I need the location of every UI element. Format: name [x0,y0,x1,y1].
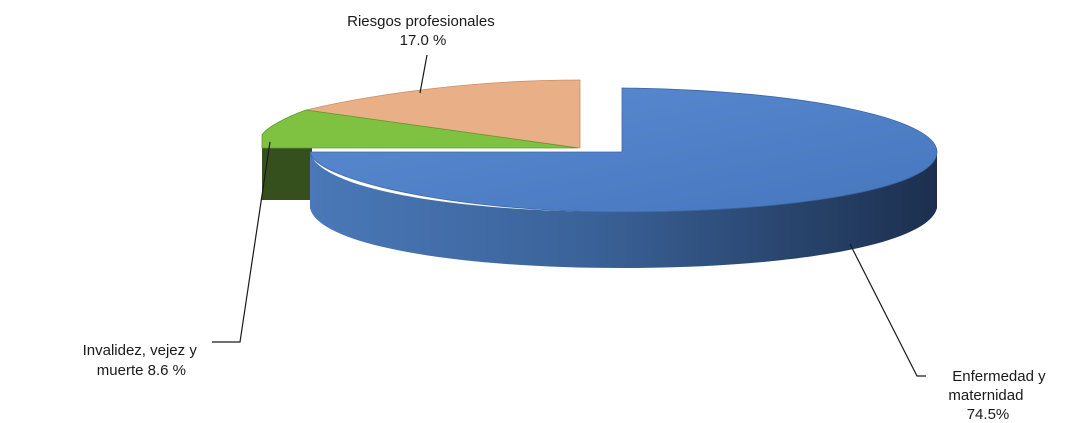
label-invalidez-vejez-muerte: Invalidez, vejez y muerte 8.6 % [83,342,201,379]
slice-enfermedad-maternidad [309,87,938,268]
label-riesgos-profesionales: Riesgos profesionales 17.0 % [347,13,499,49]
slice-riesgos-profesionales [305,79,581,149]
leader-line-invalidez [212,141,271,343]
leader-line-riesgos [419,54,428,94]
label-enfermedad-maternidad: Enfermedad y maternidad 74.5% [948,368,1049,423]
slice-invalidez-vejez-muerte [261,109,579,200]
leader-line-enfermedad [849,243,926,377]
